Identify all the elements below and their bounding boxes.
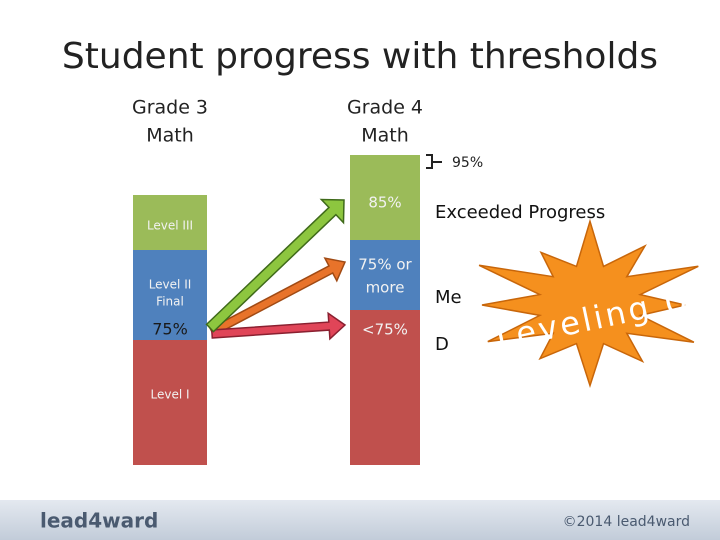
level-block bbox=[133, 195, 207, 250]
threshold-label: 75% bbox=[152, 320, 188, 339]
level-block bbox=[350, 310, 420, 465]
column-heading: Math bbox=[146, 125, 194, 147]
starburst bbox=[478, 218, 699, 389]
arrow bbox=[209, 257, 347, 337]
footer-bar bbox=[0, 500, 720, 540]
level-label: Level III bbox=[147, 219, 193, 233]
annotation: Me bbox=[435, 287, 462, 308]
annotation: Exceeded Progress bbox=[435, 202, 605, 223]
level-label: Level II bbox=[149, 278, 192, 292]
arrow bbox=[205, 198, 345, 333]
level-label: 75% or bbox=[358, 256, 412, 274]
level-block bbox=[350, 155, 420, 240]
annotation: D bbox=[435, 334, 449, 355]
arrow bbox=[210, 311, 347, 341]
level-label: Level I bbox=[150, 388, 189, 402]
level-block bbox=[350, 240, 420, 310]
annotation: 95% bbox=[452, 155, 483, 171]
column-heading: Math bbox=[361, 125, 409, 147]
column-heading: Grade 3 bbox=[132, 97, 208, 119]
level-block bbox=[133, 250, 207, 340]
footer-logo: lead4ward bbox=[40, 509, 158, 533]
level-block bbox=[133, 340, 207, 465]
level-label: Final bbox=[156, 295, 184, 309]
bracket bbox=[426, 154, 442, 169]
level-label: <75% bbox=[362, 321, 408, 339]
level-label: 85% bbox=[368, 194, 401, 212]
slide-title: Student progress with thresholds bbox=[62, 36, 658, 77]
level-label: more bbox=[366, 279, 405, 297]
footer-copyright: ©2014 lead4ward bbox=[563, 514, 690, 530]
column-heading: Grade 4 bbox=[347, 97, 423, 119]
